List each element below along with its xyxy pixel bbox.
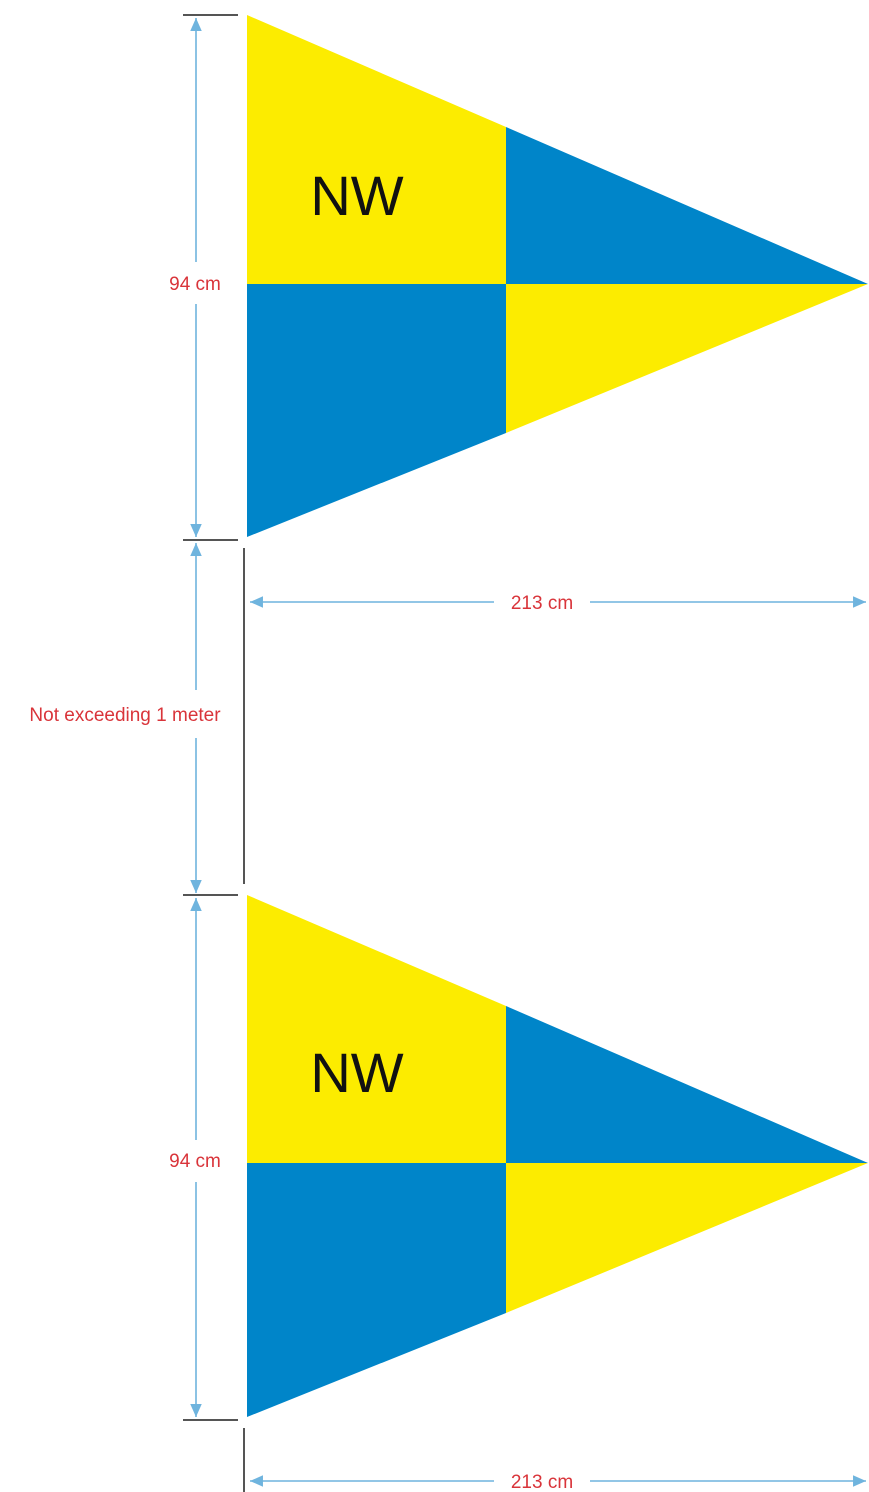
flag-top-letters: NW xyxy=(310,164,403,227)
spacing-dimension: Not exceeding 1 meter xyxy=(29,543,238,896)
flag-bottom-width-label: 213 cm xyxy=(511,1472,573,1492)
flag-bottom-quadrant-upper-right xyxy=(506,1006,868,1163)
flag-top-quadrant-upper-left xyxy=(247,15,506,284)
flag-bottom-quadrant-upper-left xyxy=(247,895,506,1163)
flag-top-width-dimension: 213 cm xyxy=(249,593,866,614)
flag-top-height-label: 94 cm xyxy=(169,274,221,295)
flag-bottom-quadrant-lower-right xyxy=(506,1163,868,1313)
flag-top-width-label: 213 cm xyxy=(511,593,573,614)
flag-bottom-quadrant-lower-left xyxy=(247,1163,506,1417)
flag-top-quadrant-lower-right xyxy=(506,284,868,433)
flag-bottom-width-dimension: 213 cm xyxy=(249,1472,866,1492)
flag-top-quadrant-upper-right xyxy=(506,127,868,284)
flag-bottom-height-dimension: 94 cm xyxy=(169,898,238,1421)
flag-bottom: NW xyxy=(247,895,868,1417)
spacing-label: Not exceeding 1 meter xyxy=(29,705,221,726)
flag-top: NW xyxy=(247,15,868,537)
flag-top-quadrant-lower-left xyxy=(247,284,506,537)
flag-bottom-height-label: 94 cm xyxy=(169,1151,221,1172)
flag-top-height-dimension: 94 cm xyxy=(169,14,238,541)
flag-bottom-letters: NW xyxy=(310,1041,403,1104)
